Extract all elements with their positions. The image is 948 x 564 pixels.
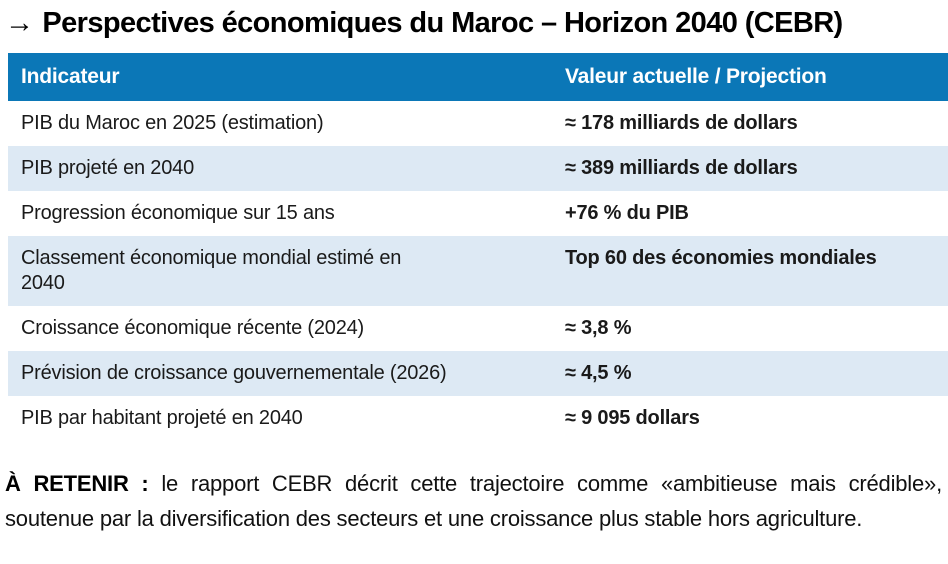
- row-label: Croissance économique récente (2024): [21, 317, 364, 339]
- row-value: ≈ 4,5 %: [565, 362, 632, 384]
- row-value: Top 60 des économies mondiales: [565, 247, 877, 269]
- table-row: Prévision de croissance gouvernementale …: [8, 351, 948, 396]
- note-body: le rapport CEBR décrit cette trajectoire…: [5, 471, 942, 531]
- row-value: ≈ 9 095 dollars: [565, 407, 700, 429]
- row-value: ≈ 389 milliards de dollars: [565, 157, 798, 179]
- row-label: PIB projeté en 2040: [21, 157, 194, 179]
- row-value: ≈ 3,8 %: [565, 317, 632, 339]
- table-row: PIB par habitant projeté en 2040 ≈ 9 095…: [8, 396, 948, 441]
- row-label: PIB du Maroc en 2025 (estimation): [21, 112, 324, 134]
- arrow-icon: →: [5, 7, 34, 39]
- page-title-text: Perspectives économiques du Maroc – Hori…: [42, 7, 843, 39]
- column-header-valeur: Valeur actuelle / Projection: [565, 65, 827, 88]
- row-label: PIB par habitant projeté en 2040: [21, 407, 303, 429]
- page-title: → Perspectives économiques du Maroc – Ho…: [5, 7, 948, 40]
- row-value: ≈ 178 milliards de dollars: [565, 112, 798, 134]
- row-value: +76 % du PIB: [565, 202, 689, 224]
- table-row: PIB projeté en 2040 ≈ 389 milliards de d…: [8, 146, 948, 191]
- table-row: Progression économique sur 15 ans +76 % …: [8, 191, 948, 236]
- table-row: Classement économique mondial estimé en …: [8, 236, 948, 306]
- table-header-row: Indicateur Valeur actuelle / Projection: [8, 53, 948, 101]
- row-label: Progression économique sur 15 ans: [21, 202, 335, 224]
- row-label: Prévision de croissance gouvernementale …: [21, 362, 447, 384]
- table-row: Croissance économique récente (2024) ≈ 3…: [8, 306, 948, 351]
- note-lead: À RETENIR :: [5, 471, 149, 496]
- row-label: Classement économique mondial estimé en …: [21, 247, 402, 294]
- table-row: PIB du Maroc en 2025 (estimation) ≈ 178 …: [8, 101, 948, 146]
- indicators-table: Indicateur Valeur actuelle / Projection …: [8, 53, 948, 441]
- column-header-indicateur: Indicateur: [21, 65, 120, 88]
- key-takeaway-note: À RETENIR : le rapport CEBR décrit cette…: [5, 466, 942, 536]
